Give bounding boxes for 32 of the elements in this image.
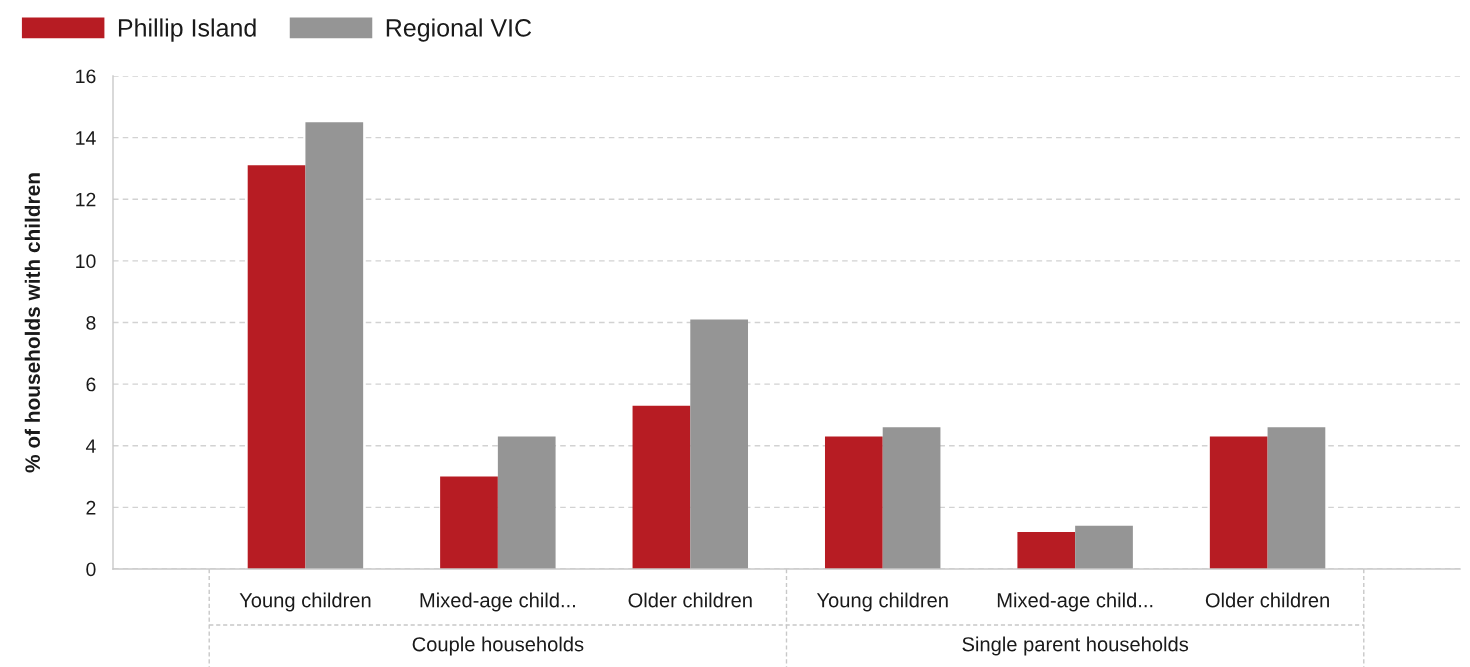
text: Couple households [412,636,584,656]
y-tick-label: 6 [86,377,96,392]
bar [440,476,498,569]
bar [1017,532,1076,569]
y-tick-label: 10 [76,254,96,269]
x-tick-label: Mixed-age child... [997,592,1153,612]
x-tick-label: Young children [816,592,948,612]
text: Single parent households [962,636,1189,656]
bar [632,405,691,569]
bar [1209,436,1268,569]
y-tick-label: 14 [76,131,96,145]
bar [882,427,941,569]
x-tick-label: Mixed-age child... [420,592,575,612]
y-tick-label: 12 [76,192,96,207]
y-tick-label: 4 [85,439,96,453]
y-tick-label: 16 [76,69,96,84]
bar [1075,525,1133,569]
bar [305,122,364,569]
x-tick-label: Older children [1205,592,1329,608]
bar [1267,427,1326,569]
y-tick-label: 8 [86,315,96,330]
bar [690,319,749,569]
x-tick-label: Young children [239,592,371,612]
legend-label: Regional VIC [386,18,532,42]
bar [497,436,556,569]
legend-label: Phillip Island [118,18,256,42]
bar [824,436,883,569]
y-tick-label: 2 [86,500,96,515]
y-tick-label: 0 [86,562,96,577]
x-tick-label: Older children [628,592,752,608]
y-axis-title: % of households with children [24,173,41,473]
bar [247,165,306,569]
